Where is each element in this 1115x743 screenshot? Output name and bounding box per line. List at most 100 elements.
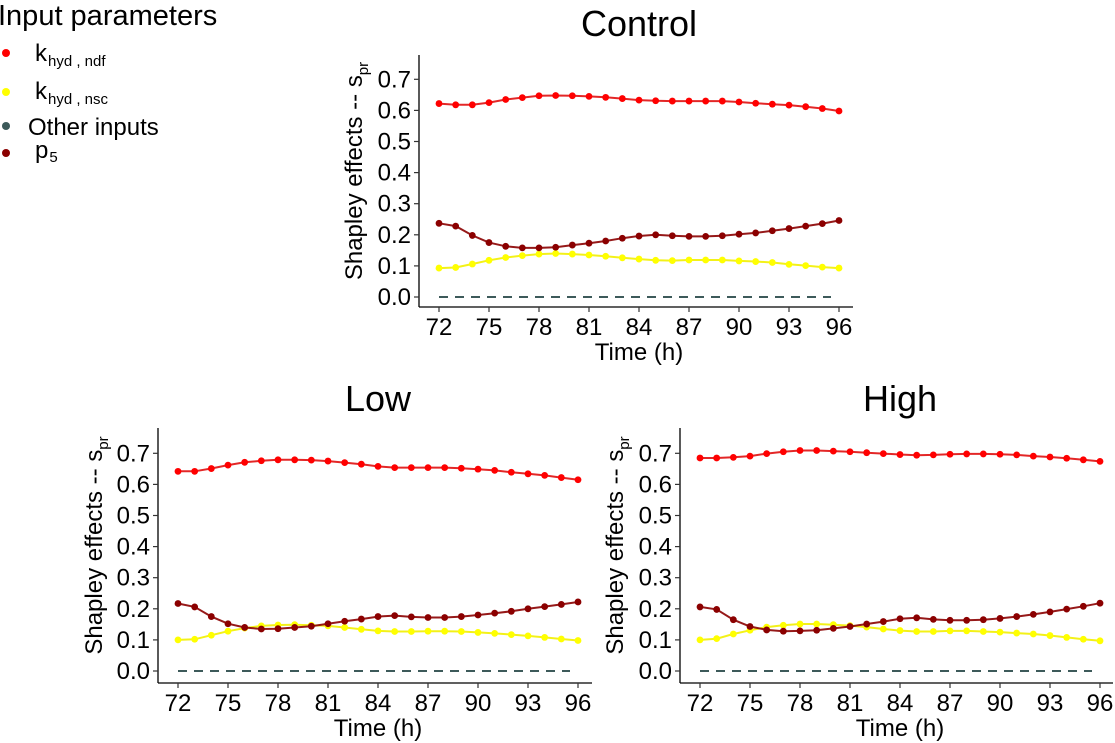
data-point [696, 636, 704, 644]
data-point [174, 467, 182, 475]
data-point [668, 232, 676, 240]
legend-label-other: Other inputs [28, 114, 159, 141]
data-point [224, 461, 232, 469]
data-point [307, 456, 315, 464]
y-axis-title-sub: pr [355, 62, 372, 75]
data-point [929, 615, 937, 623]
data-point [191, 603, 199, 611]
data-point [474, 611, 482, 619]
data-point [996, 450, 1004, 458]
x-tick-label: 75 [215, 690, 242, 717]
data-point [702, 256, 710, 264]
data-point [491, 609, 499, 617]
legend-dot-other [2, 122, 10, 130]
data-point [557, 474, 565, 481]
data-point [191, 635, 199, 643]
legend-sub-p5: 5 [49, 149, 57, 166]
x-axis-title: Time (h) [595, 339, 683, 366]
y-tick-label: 0.0 [639, 658, 672, 685]
data-point [507, 468, 515, 476]
data-point [879, 618, 887, 625]
data-point [652, 97, 660, 105]
data-point [813, 620, 821, 628]
data-point [485, 256, 493, 264]
data-point [1046, 632, 1054, 639]
data-point [341, 459, 349, 467]
series-k-ndf [696, 447, 1104, 465]
legend-sub-k-nsc: hyd , nsc [48, 91, 109, 108]
data-point [435, 219, 443, 227]
data-point [668, 97, 676, 105]
y-axis-title-main: Shapley effects -- s [602, 450, 629, 655]
x-tick-label: 78 [787, 690, 814, 717]
y-tick-label: 0.7 [117, 440, 150, 467]
x-tick-label: 81 [576, 314, 603, 341]
y-axis-title-main: Shapley effects -- s [81, 450, 108, 655]
data-point [274, 625, 282, 633]
data-point [507, 631, 515, 639]
data-point [557, 635, 565, 643]
data-point [702, 97, 710, 105]
data-point [535, 250, 543, 258]
data-point [796, 627, 804, 635]
data-point [435, 100, 443, 107]
data-point [535, 244, 543, 252]
data-point [224, 627, 232, 635]
data-point [357, 460, 365, 468]
y-axis-title-main: Shapley effects -- s [341, 75, 368, 280]
data-point [174, 600, 182, 607]
data-point [713, 606, 721, 613]
data-point [535, 92, 543, 100]
data-point [541, 471, 549, 479]
data-point [829, 447, 837, 455]
data-point [257, 457, 265, 465]
data-point [307, 622, 315, 630]
y-axis-title-sub: pr [95, 436, 112, 449]
legend-label-k-nsc: k [35, 78, 48, 105]
data-point [441, 627, 449, 635]
x-tick-label: 96 [565, 690, 592, 717]
legend-sub-k-ndf: hyd , ndf [48, 53, 106, 70]
data-point [485, 99, 493, 107]
x-tick-label: 84 [887, 690, 914, 717]
x-axis-title: Time (h) [856, 715, 944, 742]
x-tick-label: 84 [365, 690, 392, 717]
data-point [818, 263, 826, 271]
x-tick-label: 93 [776, 314, 803, 341]
data-point [207, 631, 215, 639]
data-point [863, 620, 871, 628]
data-point [1063, 605, 1071, 613]
data-point [241, 624, 249, 631]
data-point [702, 232, 710, 240]
legend-dot-k-ndf [2, 49, 10, 57]
x-tick-label: 81 [315, 690, 342, 717]
data-point [174, 636, 182, 644]
data-point [391, 464, 399, 472]
data-point [502, 242, 510, 250]
data-point [552, 92, 560, 99]
data-point [1013, 629, 1021, 637]
data-point [863, 449, 871, 457]
data-point [785, 260, 793, 268]
data-point [896, 627, 904, 634]
data-point [963, 616, 971, 624]
data-point [835, 217, 843, 224]
y-tick-label: 0.6 [378, 97, 411, 124]
data-point [963, 627, 971, 635]
data-point [735, 257, 743, 265]
data-point [585, 239, 593, 247]
data-point [574, 598, 582, 606]
data-point [729, 630, 737, 638]
y-tick-label: 0.0 [117, 658, 150, 685]
data-point [552, 243, 560, 251]
x-tick-label: 90 [987, 690, 1014, 717]
data-point [1096, 637, 1104, 645]
data-point [574, 476, 582, 484]
data-point [524, 632, 532, 640]
data-point [1079, 602, 1087, 610]
data-point [491, 467, 499, 474]
data-point [946, 616, 954, 624]
data-point [552, 250, 560, 257]
y-axis-title: Shapley effects -- spr [81, 436, 112, 654]
data-point [374, 462, 382, 470]
